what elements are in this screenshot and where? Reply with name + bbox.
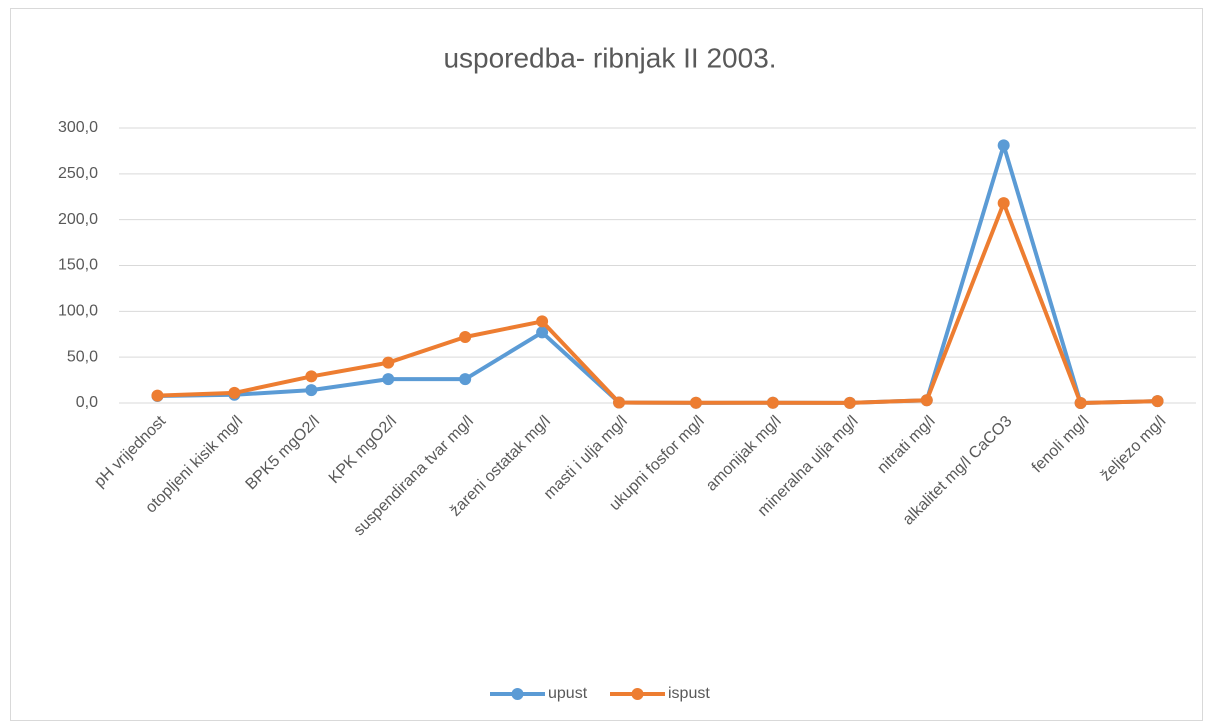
data-point — [305, 384, 318, 397]
data-point — [997, 139, 1010, 152]
data-point — [228, 386, 241, 399]
data-point — [536, 315, 549, 328]
y-tick-label: 50,0 — [67, 348, 98, 365]
data-point — [1151, 395, 1164, 408]
data-point — [305, 370, 318, 383]
legend-marker — [511, 688, 524, 700]
data-point — [382, 356, 395, 369]
data-point — [843, 396, 856, 409]
y-tick-label: 0,0 — [76, 394, 98, 411]
chart-title: usporedba- ribnjak II 2003. — [443, 42, 776, 73]
data-point — [151, 389, 164, 402]
data-point — [689, 396, 702, 409]
chart-border — [10, 8, 1203, 721]
legend-label: upust — [548, 685, 588, 702]
data-point — [766, 396, 779, 409]
y-tick-label: 250,0 — [58, 165, 98, 182]
legend-marker — [631, 688, 644, 700]
data-point — [920, 394, 933, 407]
y-tick-label: 150,0 — [58, 257, 98, 274]
y-tick-label: 200,0 — [58, 211, 98, 228]
data-point — [1074, 397, 1087, 409]
data-point — [613, 396, 626, 409]
data-point — [459, 373, 472, 386]
data-point — [382, 373, 395, 386]
data-point — [997, 197, 1010, 210]
data-point — [459, 331, 472, 343]
data-point — [536, 326, 549, 339]
y-tick-label: 300,0 — [58, 119, 98, 136]
legend-label: ispust — [668, 685, 710, 702]
series-line — [157, 201, 1158, 405]
y-tick-label: 100,0 — [58, 303, 98, 320]
